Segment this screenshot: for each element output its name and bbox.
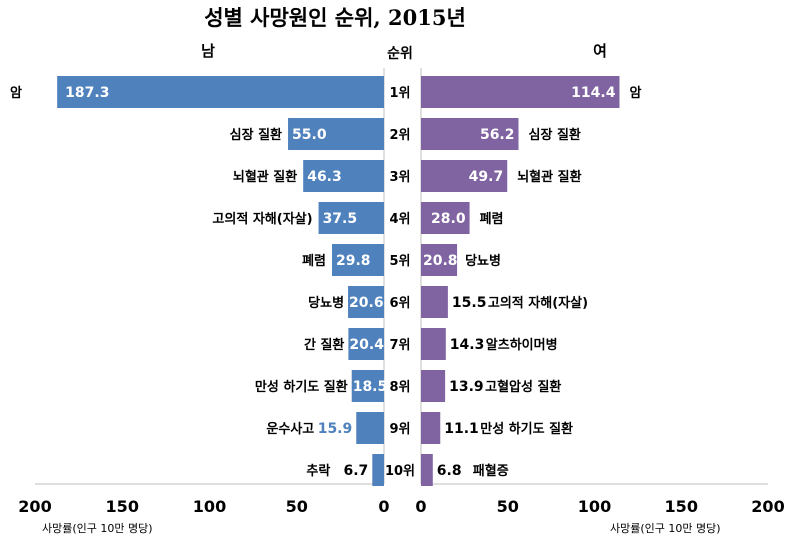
female-category-label: 고의적 자해(자살) [488,295,588,311]
female-bar [421,454,433,486]
male-category-label: 뇌혈관 질환 [233,169,297,185]
rank-label: 10위 [385,464,415,479]
male-bar [331,244,384,276]
female-bar [421,76,620,108]
female-category-label: 패혈증 [473,463,509,479]
female-bar [421,202,470,234]
male-category-label: 고의적 자해(자살) [212,211,312,227]
male-value-label: 20.4 [349,337,384,353]
rank-label: 2위 [389,128,410,143]
male-value-label: 46.3 [307,169,342,185]
male-category-label: 폐렴 [302,254,326,269]
male-category-label: 당뇨병 [308,295,344,311]
female-bar [421,370,446,402]
right-tick-label: 50 [497,497,519,516]
right-tick-label: 200 [751,497,784,516]
male-bar [57,76,384,108]
male-bar [303,160,384,192]
female-bar [421,286,448,318]
right-tick-label: 150 [665,497,698,516]
female-bar [421,118,519,150]
female-bar [421,328,446,360]
male-value-label: 15.9 [318,421,353,437]
female-value-label: 13.9 [449,379,484,395]
male-value-label: 37.5 [323,211,358,227]
female-bar [421,412,441,444]
rank-header: 순위 [387,46,413,62]
female-category-label: 알츠하이머병 [486,337,558,353]
male-bar [372,454,384,486]
rank-label: 5위 [389,254,410,269]
female-category-label: 폐렴 [480,212,504,227]
male-bar [288,118,384,150]
male-bar [356,412,384,444]
female-category-label: 고혈압성 질환 [485,379,561,395]
female-bar [421,160,508,192]
left-tick-label: 50 [286,497,308,516]
male-value-label: 6.7 [343,463,368,479]
male-bar [348,328,384,360]
female-category-label: 만성 하기도 질환 [480,421,573,437]
rank-label: 7위 [389,338,410,353]
male-category-label: 암 [10,85,22,101]
rank-label: 8위 [389,380,410,395]
male-category-label: 만성 하기도 질환 [255,379,348,395]
female-bar [421,244,458,276]
female-value-label: 14.3 [450,337,485,353]
female-value-label: 6.8 [437,463,462,479]
rank-label: 9위 [389,422,410,437]
right-tick-label: 0 [415,497,426,516]
male-category-label: 추락 [306,463,330,479]
left-tick-label: 100 [193,497,226,516]
left-tick-label: 0 [378,497,389,516]
female-value-label: 49.7 [469,169,504,185]
rank-label: 4위 [389,212,410,227]
male-value-label: 55.0 [292,127,327,143]
left-axis-title: 사망률(인구 10만 명당) [42,522,153,535]
female-value-label: 56.2 [480,127,515,143]
left-tick-label: 150 [106,497,139,516]
female-category-label: 당뇨병 [465,253,501,269]
male-value-label: 20.6 [349,295,384,311]
male-category-label: 운수사고 [266,421,314,437]
rank-label: 3위 [389,170,410,185]
right-tick-label: 100 [578,497,611,516]
male-value-label: 18.5 [353,379,388,395]
male-category-label: 간 질환 [304,337,344,353]
female-category-label: 암 [629,85,641,101]
female-value-label: 11.1 [444,421,479,437]
male-bar [348,286,384,318]
female-category-label: 심장 질환 [529,127,581,143]
male-bar [351,370,384,402]
female-value-label: 28.0 [431,211,466,227]
right-series-name: 여 [593,42,607,60]
rank-label: 1위 [389,86,410,101]
female-value-label: 15.5 [452,295,487,311]
left-tick-label: 200 [18,497,51,516]
chart-title: 성별 사망원인 순위, 2015년 [204,5,466,30]
female-category-label: 뇌혈관 질환 [517,169,581,185]
male-value-label: 29.8 [336,253,371,269]
male-category-label: 심장 질환 [230,127,282,143]
female-value-label: 20.8 [423,253,458,269]
left-series-name: 남 [201,42,215,60]
rank-label: 6위 [389,296,410,311]
male-value-label: 187.3 [65,85,109,101]
male-bar [318,202,384,234]
right-axis-title: 사망률(인구 10만 명당) [610,522,721,535]
female-value-label: 114.4 [571,85,616,101]
